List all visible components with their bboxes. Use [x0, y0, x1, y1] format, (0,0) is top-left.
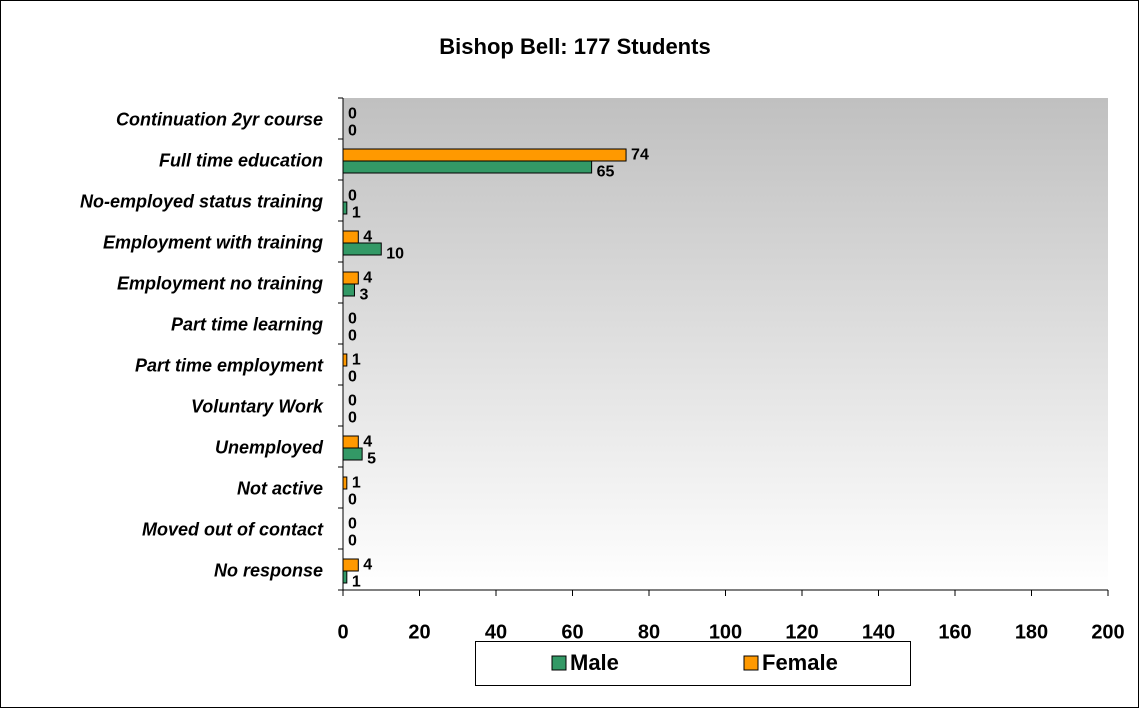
x-tick-label: 20 [408, 621, 430, 643]
bar [342, 283, 355, 297]
data-label: 4 [363, 229, 372, 246]
x-tick-label: 200 [1091, 621, 1124, 643]
data-label: 0 [348, 516, 357, 533]
data-label: 1 [352, 205, 361, 222]
y-tick-label: Not active [237, 478, 323, 498]
y-tick-label: Moved out of contact [142, 519, 324, 539]
data-label: 0 [348, 106, 357, 123]
bar [342, 148, 627, 162]
bar [342, 160, 593, 174]
data-label: 0 [348, 492, 357, 509]
bar [342, 476, 348, 490]
data-label: 0 [348, 328, 357, 345]
legend-label: Female [762, 650, 838, 675]
y-tick-label: Unemployed [215, 437, 324, 457]
bar [342, 570, 348, 584]
data-label: 65 [597, 164, 615, 181]
bar [342, 353, 348, 367]
data-label: 0 [348, 369, 357, 386]
x-tick-label: 100 [709, 621, 742, 643]
data-label: 1 [352, 352, 361, 369]
y-tick-label: Employment with training [103, 232, 323, 252]
bar [342, 271, 359, 285]
chart-title: Bishop Bell: 177 Students [439, 34, 710, 59]
y-tick-label: Full time education [159, 150, 323, 170]
bar [342, 201, 348, 215]
y-tick-label: Voluntary Work [191, 396, 324, 416]
data-label: 10 [386, 246, 404, 263]
x-tick-label: 140 [862, 621, 895, 643]
data-label: 74 [631, 147, 649, 164]
bar [342, 447, 363, 461]
data-label: 4 [363, 270, 372, 287]
x-tick-label: 160 [938, 621, 971, 643]
data-label: 4 [363, 557, 372, 574]
bar [342, 435, 359, 449]
legend-swatch [743, 655, 759, 671]
data-label: 0 [348, 393, 357, 410]
data-label: 0 [348, 123, 357, 140]
x-tick-label: 120 [785, 621, 818, 643]
x-tick-label: 80 [638, 621, 660, 643]
data-label: 0 [348, 533, 357, 550]
y-tick-label: Employment no training [117, 273, 323, 293]
y-tick-label: No-employed status training [80, 191, 323, 211]
y-tick-label: Continuation 2yr course [116, 109, 323, 129]
data-label: 3 [359, 287, 368, 304]
data-label: 4 [363, 434, 372, 451]
legend-box [475, 641, 911, 686]
y-tick-label: No response [214, 560, 323, 580]
bar [342, 558, 359, 572]
bar [342, 242, 382, 256]
legend-label: Male [570, 650, 619, 675]
data-label: 0 [348, 188, 357, 205]
data-label: 0 [348, 410, 357, 427]
x-tick-label: 40 [485, 621, 507, 643]
legend-swatch [551, 655, 567, 671]
data-label: 5 [367, 451, 376, 468]
data-label: 1 [352, 574, 361, 591]
y-tick-label: Part time learning [171, 314, 323, 334]
x-tick-label: 180 [1015, 621, 1048, 643]
data-label: 1 [352, 475, 361, 492]
plot-area [343, 98, 1108, 590]
data-label: 0 [348, 311, 357, 328]
y-tick-label: Part time employment [135, 355, 324, 375]
bar [342, 230, 359, 244]
x-tick-label: 60 [561, 621, 583, 643]
x-tick-label: 0 [337, 621, 348, 643]
